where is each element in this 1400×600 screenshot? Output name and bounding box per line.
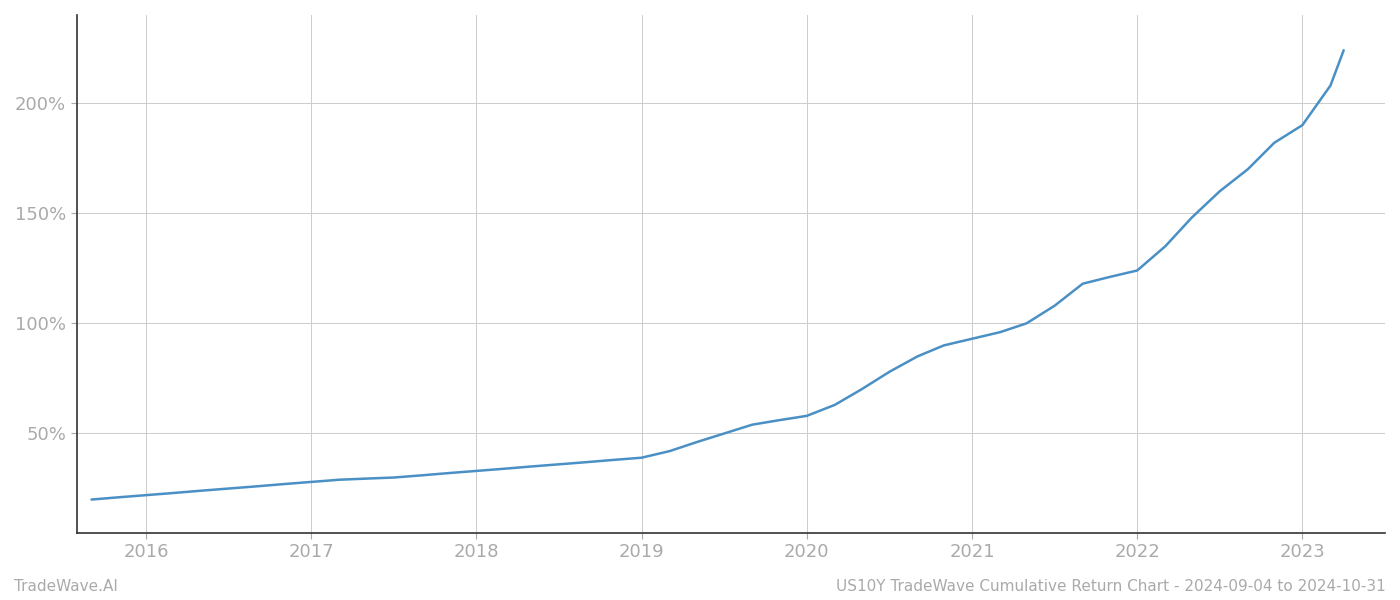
Text: TradeWave.AI: TradeWave.AI [14, 579, 118, 594]
Text: US10Y TradeWave Cumulative Return Chart - 2024-09-04 to 2024-10-31: US10Y TradeWave Cumulative Return Chart … [836, 579, 1386, 594]
